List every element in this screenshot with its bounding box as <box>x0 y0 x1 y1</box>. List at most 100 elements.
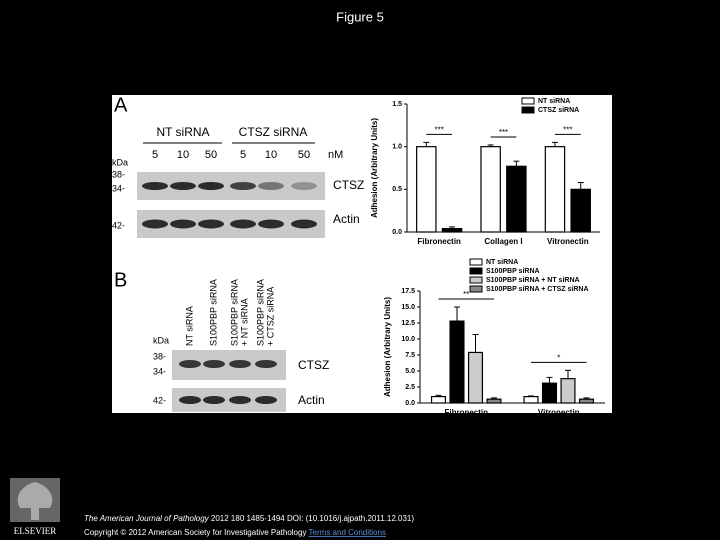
bar <box>523 396 539 404</box>
lane-label: NT siRNA <box>184 306 194 346</box>
blot-band <box>198 219 224 229</box>
legend-swatch <box>521 106 535 114</box>
marker-label: 42- <box>153 395 166 405</box>
bar <box>449 320 465 404</box>
significance-label: *** <box>499 128 508 137</box>
legend-swatch <box>469 258 483 266</box>
blot-band <box>203 396 225 404</box>
y-axis-label: Adhesion (Arbitrary Units) <box>370 118 379 218</box>
lane-label: + NT siRNA <box>239 298 249 346</box>
lane-label: 50 <box>298 149 310 161</box>
lane-label: 10 <box>177 149 189 161</box>
kda-label: kDa <box>112 157 128 167</box>
kda-label: kDa <box>153 335 169 345</box>
marker-label: 34- <box>112 183 125 193</box>
blot-band <box>179 360 201 368</box>
lane-label: S100PBP siRNA <box>229 279 239 346</box>
blot-band <box>198 182 224 190</box>
legend-label: S100PBP siRNA <box>486 268 540 275</box>
lane-label: 50 <box>205 149 217 161</box>
legend-label: S100PBP siRNA + NT siRNA <box>486 277 580 284</box>
marker-label: 38- <box>153 351 166 361</box>
lane-group-label: NT siRNA <box>156 125 209 139</box>
blot-band <box>170 219 196 229</box>
blot-label: Actin <box>298 393 325 407</box>
lane-label: + CTSZ siRNA <box>265 287 275 346</box>
marker-label: 42- <box>112 220 125 230</box>
bar <box>480 146 501 233</box>
slide-title: Figure 5 <box>336 9 384 24</box>
significance-label: * <box>557 353 560 362</box>
terms-link[interactable]: Terms and Conditions <box>309 528 386 537</box>
footer-citation: The American Journal of Pathology 2012 1… <box>84 514 414 523</box>
blot-band <box>255 396 277 404</box>
significance-label: *** <box>563 126 572 135</box>
y-tick-label: 10.0 <box>401 336 415 343</box>
x-tick-label: Collagen I <box>484 237 522 246</box>
logo-tree <box>17 482 53 520</box>
bar <box>578 398 595 404</box>
panel-label: A <box>114 94 128 116</box>
logo-text: ELSEVIER <box>14 526 57 536</box>
bar <box>441 227 463 233</box>
blot-band <box>258 219 284 229</box>
legend-label: NT siRNA <box>538 98 570 105</box>
legend-swatch <box>469 276 483 284</box>
y-tick-label: 7.5 <box>405 352 415 359</box>
marker-label: 34- <box>153 366 166 376</box>
x-tick-label: Fibronectin <box>417 237 461 246</box>
legend-swatch <box>469 267 483 275</box>
bar <box>541 382 558 404</box>
bar <box>570 188 591 233</box>
blot-band <box>255 360 277 368</box>
x-tick-label: Fibronectin <box>444 408 488 417</box>
legend-label: S100PBP siRNA + CTSZ siRNA <box>486 286 589 293</box>
lane-label: 10 <box>265 149 277 161</box>
lane-label: S100PBP siRNA <box>255 279 265 346</box>
blot-band <box>179 396 201 404</box>
bar <box>430 396 447 404</box>
y-tick-label: 1.5 <box>392 101 402 108</box>
blot-label: Actin <box>333 212 360 226</box>
x-tick-label: Vitronectin <box>538 408 580 417</box>
blot-band <box>170 182 196 190</box>
blot-band <box>230 182 256 190</box>
blot-band <box>229 396 251 404</box>
y-tick-label: 12.5 <box>401 320 415 327</box>
y-tick-label: 0.0 <box>405 400 415 407</box>
journal-name: The American Journal of Pathology <box>84 514 210 523</box>
blot-band <box>258 182 284 190</box>
blot-band <box>229 360 251 368</box>
bar <box>467 351 484 404</box>
footer-copyright: Copyright © 2012 American Society for In… <box>84 528 386 537</box>
y-tick-label: 5.0 <box>405 368 415 375</box>
blot-band <box>142 219 168 229</box>
y-tick-label: 1.0 <box>392 144 402 151</box>
blot-band <box>291 182 317 190</box>
copyright: Copyright © 2012 American Society for In… <box>84 528 309 537</box>
bar <box>416 146 437 233</box>
lane-group-label: CTSZ siRNA <box>239 125 308 139</box>
legend-swatch <box>469 285 483 293</box>
legend-swatch <box>521 97 535 105</box>
unit-label: nM <box>328 149 343 161</box>
lane-label: S100PBP siRNA <box>208 279 218 346</box>
y-tick-label: 2.5 <box>405 384 415 391</box>
bar <box>560 378 576 404</box>
marker-label: 38- <box>112 169 125 179</box>
bar <box>544 146 566 233</box>
blot-label: CTSZ <box>333 178 364 192</box>
citation: 2012 180 1485-1494 DOI: (10.1016/j.ajpat… <box>209 514 415 523</box>
panel-label: B <box>114 269 127 291</box>
blot-label: CTSZ <box>298 358 329 372</box>
lane-label: 5 <box>152 149 158 161</box>
significance-label: ** <box>463 290 469 299</box>
blot-band <box>291 219 317 229</box>
blot-band <box>142 182 168 190</box>
y-tick-label: 15.0 <box>401 304 415 311</box>
x-tick-label: Vitronectin <box>547 237 589 246</box>
significance-label: *** <box>434 126 443 135</box>
y-tick-label: 0.0 <box>392 229 402 236</box>
